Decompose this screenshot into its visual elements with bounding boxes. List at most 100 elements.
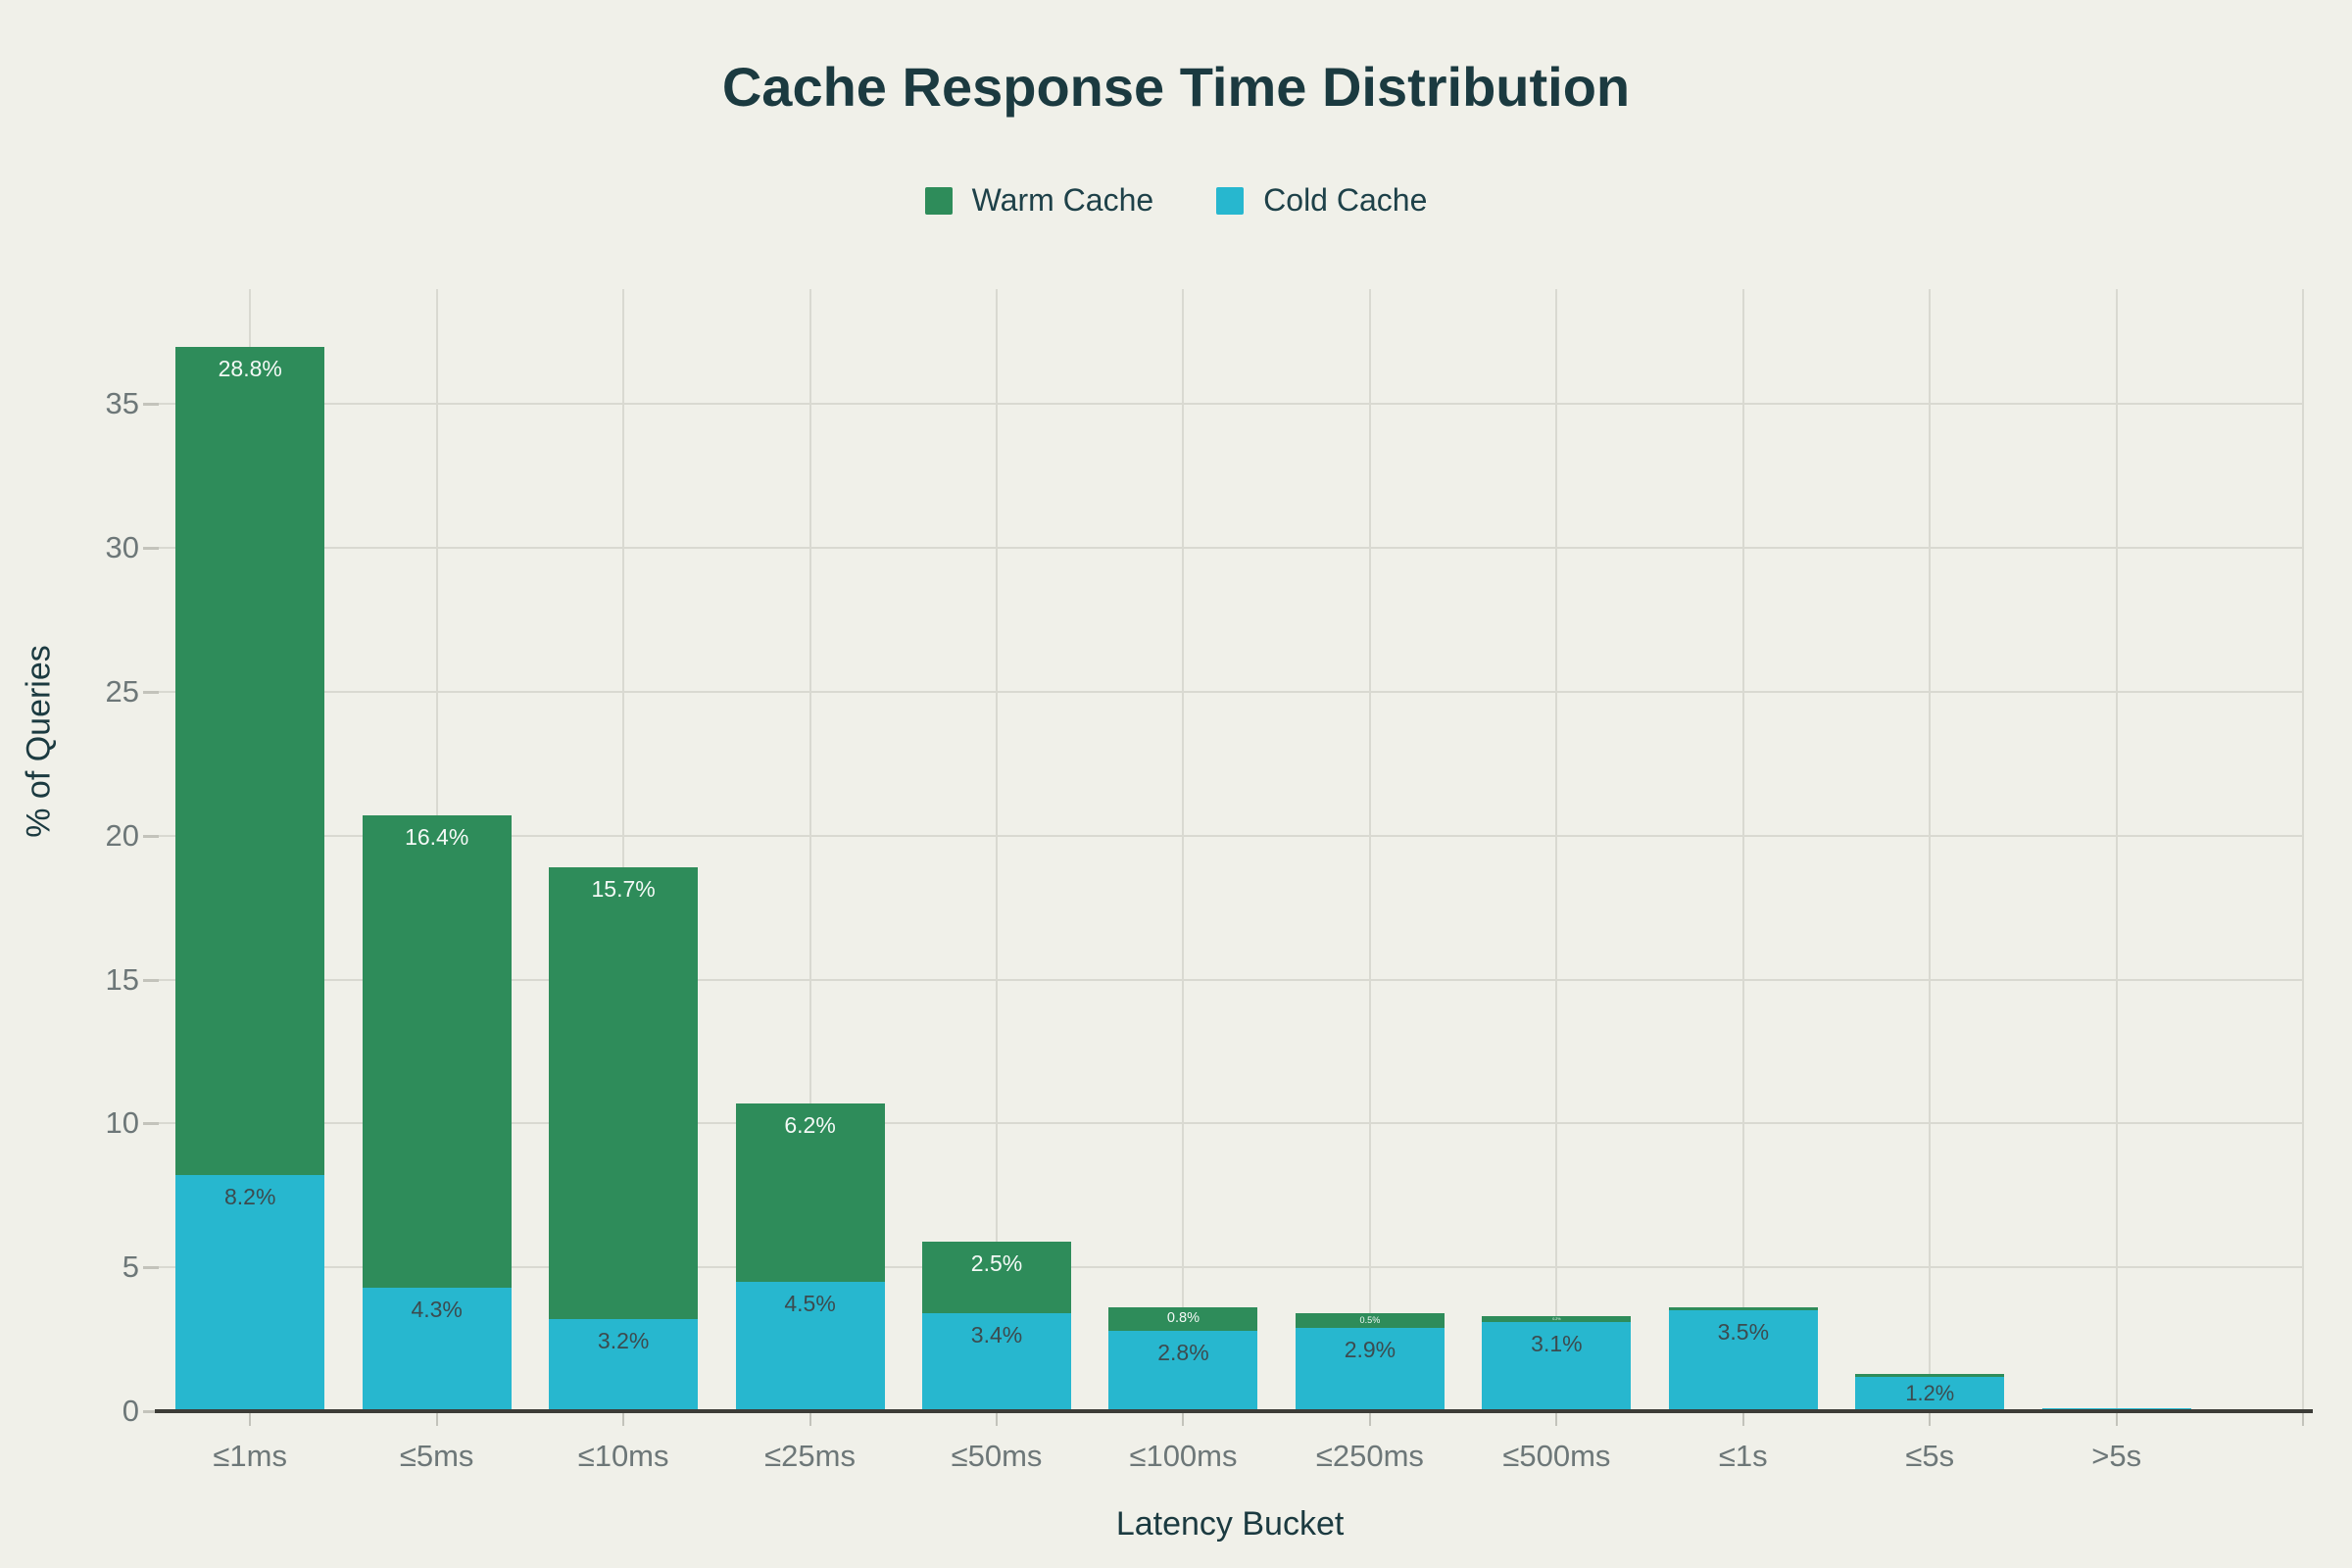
bar-value-label: 3.4% [970,1322,1023,1348]
bar-segment-cold-cache [362,1287,512,1411]
gridline-x [2115,289,2118,1411]
bar-segment-warm-cache [175,346,325,1176]
bar-segment-cold-cache [735,1281,885,1411]
gridline-y [157,834,2304,837]
x-axis-tick-label: ≤25ms [764,1439,856,1473]
x-axis-title: Latency Bucket [1115,1505,1345,1543]
legend: Warm Cache Cold Cache [0,182,2352,219]
y-axis-title: % of Queries [20,644,58,838]
bar-value-label: 0.8% [1166,1310,1200,1327]
bar-value-label: 3.2% [597,1328,650,1354]
y-axis-tick-label: 25 [105,674,139,710]
legend-item-cold-cache: Cold Cache [1216,182,1427,219]
warm-cache-swatch-icon [924,186,953,215]
bar-segment-warm-cache [922,1241,1072,1314]
x-axis-tick-mark [1741,1413,1744,1426]
x-axis-tick-label: ≤1s [1718,1439,1768,1473]
bar-value-label: 2.5% [970,1250,1023,1276]
bar-value-label: 4.5% [784,1290,836,1316]
gridline-y [157,1266,2304,1269]
gridline-x [2302,289,2305,1411]
bar-value-label: 2.8% [1157,1339,1209,1365]
bar-segment-warm-cache [1295,1313,1445,1328]
bar-segment-warm-cache [1108,1307,1258,1331]
cold-cache-swatch-icon [1216,186,1245,215]
x-axis-tick-mark [249,1413,252,1426]
gridline-y [157,978,2304,981]
bar-segment-cold-cache [1295,1327,1445,1411]
x-axis-tick-label: ≤10ms [577,1439,669,1473]
x-axis-tick-label: ≤5s [1905,1439,1955,1473]
x-axis-tick-label: ≤1ms [213,1439,287,1473]
x-axis-tick-mark [1929,1413,1932,1426]
x-axis-tick-label: >5s [2091,1439,2142,1473]
x-axis-tick-label: ≤50ms [951,1439,1043,1473]
gridline-x [996,289,999,1411]
bar-value-label: 0.2% [1552,1316,1561,1321]
legend-item-warm-cache: Warm Cache [924,182,1154,219]
bar-value-label: 16.4% [405,824,469,851]
bar-value-label: 1.2% [1905,1380,1955,1405]
x-axis-tick-mark [2302,1413,2305,1426]
gridline-x [622,289,625,1411]
x-axis-tick-mark [435,1413,438,1426]
x-axis-tick-mark [808,1413,811,1426]
x-axis-tick-mark [1555,1413,1558,1426]
x-axis-tick-mark [2115,1413,2118,1426]
bar-value-label: 3.1% [1531,1330,1583,1356]
bar-segment-warm-cache [1482,1316,1632,1322]
x-axis-tick-mark [1368,1413,1371,1426]
gridline-x [808,289,811,1411]
y-axis-tick-mark [143,834,159,838]
y-axis-tick-label: 0 [122,1394,139,1428]
gridline-x [1741,289,1744,1411]
bar-segment-warm-cache [362,815,512,1288]
x-axis-tick-label: ≤100ms [1129,1439,1238,1473]
y-axis-tick-mark [143,403,159,407]
y-axis-tick-mark [143,978,159,982]
x-axis-line [155,1409,2314,1413]
y-axis-tick-mark [143,1122,159,1126]
x-axis-tick-mark [996,1413,999,1426]
gridline-y [157,1122,2304,1125]
bar-value-label: 0.5% [1359,1314,1381,1325]
y-axis-tick-label: 20 [105,817,139,853]
bar-value-label: 8.2% [224,1184,276,1210]
x-axis-tick-mark [1182,1413,1185,1426]
x-axis-tick-label: ≤500ms [1502,1439,1611,1473]
bar-value-label: 6.2% [784,1111,836,1138]
gridline-y [157,403,2304,406]
y-axis-tick-label: 30 [105,530,139,565]
y-axis-tick-mark [143,691,159,695]
gridline-x [1368,289,1371,1411]
y-axis-tick-mark [143,1266,159,1270]
y-axis-tick-mark [143,1410,159,1413]
bar-segment-cold-cache [1855,1376,2005,1411]
bar-segment-warm-cache [549,867,699,1320]
x-axis-tick-mark [622,1413,625,1426]
y-axis-tick-label: 5 [122,1250,139,1285]
bar-value-label: 4.3% [411,1296,463,1322]
bar-segment-warm-cache [1668,1307,1818,1311]
y-axis-tick-label: 15 [105,961,139,997]
legend-label-warm-cache: Warm Cache [971,182,1154,218]
bar-segment-cold-cache [1108,1330,1258,1411]
bar-segment-cold-cache [922,1313,1072,1411]
chart-title: Cache Response Time Distribution [721,56,1631,118]
gridline-x [1555,289,1558,1411]
bar-segment-cold-cache [175,1175,325,1411]
bar-segment-warm-cache [1855,1373,2005,1377]
gridline-y [157,691,2304,694]
bar-segment-cold-cache [549,1319,699,1411]
gridline-x [1929,289,1932,1411]
bar-value-label: 2.9% [1344,1336,1396,1362]
bar-value-label: 15.7% [591,876,656,903]
y-axis-tick-label: 10 [105,1105,139,1141]
gridline-x [1182,289,1185,1411]
x-axis-tick-label: ≤250ms [1315,1439,1424,1473]
gridline-y [157,547,2304,550]
legend-label-cold-cache: Cold Cache [1263,182,1428,218]
bar-value-label: 3.5% [1717,1319,1770,1346]
bar-value-label: 28.8% [218,355,282,381]
